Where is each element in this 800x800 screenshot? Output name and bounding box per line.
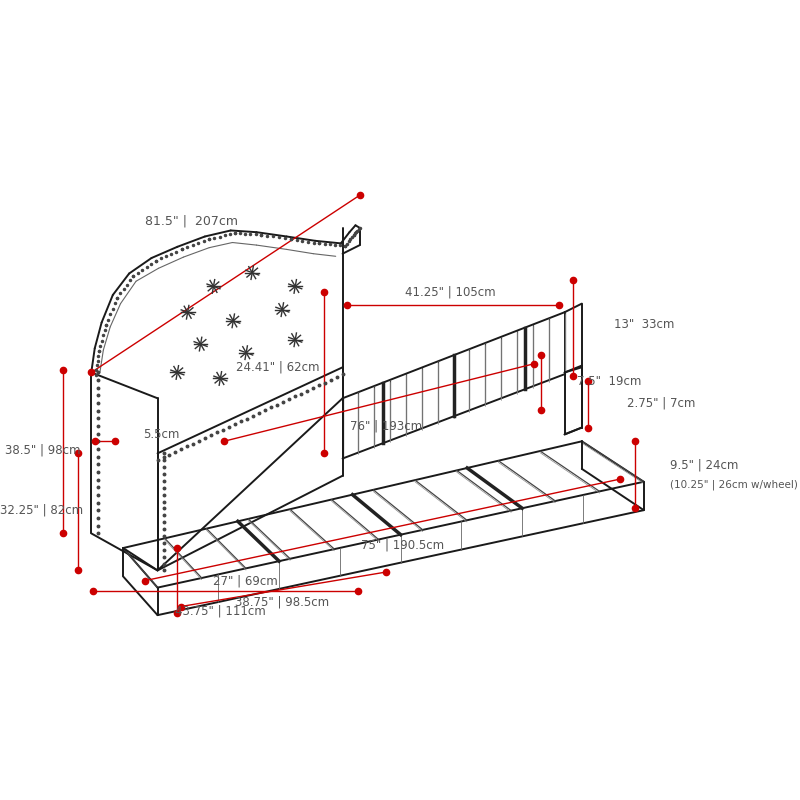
Text: 9.5" | 24cm: 9.5" | 24cm [670,458,738,471]
Text: 27" | 69cm: 27" | 69cm [214,574,278,587]
Text: 75" | 190.5cm: 75" | 190.5cm [362,538,444,551]
Text: 76" | 193cm: 76" | 193cm [350,419,422,432]
Text: 24.41" | 62cm: 24.41" | 62cm [236,361,320,374]
Text: 38.5" | 98cm: 38.5" | 98cm [6,443,81,457]
Text: (10.25" | 26cm w/wheel): (10.25" | 26cm w/wheel) [670,479,798,490]
Text: 13"  33cm: 13" 33cm [614,318,674,330]
Text: 81.5" |  207cm: 81.5" | 207cm [146,214,238,227]
Text: 7.5"  19cm: 7.5" 19cm [577,374,641,387]
Text: 41.25" | 105cm: 41.25" | 105cm [405,285,495,298]
Text: 5.5cm: 5.5cm [143,428,179,441]
Text: 38.75" | 98.5cm: 38.75" | 98.5cm [235,596,330,609]
Text: 2.75" | 7cm: 2.75" | 7cm [626,396,695,409]
Text: 32.25" | 82cm: 32.25" | 82cm [0,504,83,517]
Text: 43.75" | 111cm: 43.75" | 111cm [175,604,266,618]
